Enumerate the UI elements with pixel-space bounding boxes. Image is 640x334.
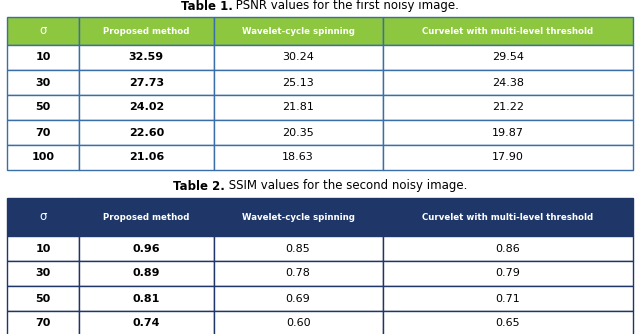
Bar bbox=[79, 120, 214, 145]
Bar bbox=[214, 145, 383, 170]
Text: 21.22: 21.22 bbox=[492, 103, 524, 113]
Bar bbox=[7, 45, 79, 70]
Bar bbox=[214, 95, 383, 120]
Bar bbox=[214, 311, 383, 334]
Text: Proposed method: Proposed method bbox=[103, 212, 189, 221]
Bar bbox=[79, 286, 214, 311]
Bar bbox=[7, 261, 79, 286]
Bar bbox=[214, 70, 383, 95]
Text: 0.86: 0.86 bbox=[495, 243, 520, 254]
Text: 0.81: 0.81 bbox=[132, 294, 160, 304]
Text: 10: 10 bbox=[35, 243, 51, 254]
Bar bbox=[7, 311, 79, 334]
Text: 0.69: 0.69 bbox=[285, 294, 310, 304]
Text: 30.24: 30.24 bbox=[282, 52, 314, 62]
Text: 0.78: 0.78 bbox=[285, 269, 310, 279]
Bar bbox=[79, 236, 214, 261]
Bar bbox=[214, 17, 383, 45]
Bar bbox=[383, 286, 633, 311]
Bar bbox=[79, 198, 214, 236]
Text: 0.85: 0.85 bbox=[285, 243, 310, 254]
Text: 0.74: 0.74 bbox=[132, 319, 160, 329]
Bar bbox=[383, 311, 633, 334]
Bar bbox=[7, 286, 79, 311]
Text: 18.63: 18.63 bbox=[282, 153, 314, 163]
Bar bbox=[214, 261, 383, 286]
Bar bbox=[214, 236, 383, 261]
Bar bbox=[7, 120, 79, 145]
Bar bbox=[79, 70, 214, 95]
Text: 70: 70 bbox=[35, 319, 51, 329]
Bar bbox=[383, 45, 633, 70]
Text: 0.71: 0.71 bbox=[495, 294, 520, 304]
Bar bbox=[383, 95, 633, 120]
Bar bbox=[79, 311, 214, 334]
Text: Wavelet-cycle spinning: Wavelet-cycle spinning bbox=[242, 26, 355, 35]
Text: 21.81: 21.81 bbox=[282, 103, 314, 113]
Bar bbox=[79, 17, 214, 45]
Text: 30: 30 bbox=[35, 269, 51, 279]
Bar bbox=[7, 236, 79, 261]
Text: 0.89: 0.89 bbox=[132, 269, 160, 279]
Text: Curvelet with multi-level threshold: Curvelet with multi-level threshold bbox=[422, 212, 593, 221]
Bar bbox=[383, 120, 633, 145]
Text: 24.38: 24.38 bbox=[492, 77, 524, 88]
Text: 0.79: 0.79 bbox=[495, 269, 520, 279]
Bar bbox=[383, 145, 633, 170]
Text: 32.59: 32.59 bbox=[129, 52, 164, 62]
Text: σ: σ bbox=[39, 210, 47, 223]
Text: 0.60: 0.60 bbox=[286, 319, 310, 329]
Text: 0.96: 0.96 bbox=[132, 243, 160, 254]
Text: 24.02: 24.02 bbox=[129, 103, 164, 113]
Text: 30: 30 bbox=[35, 77, 51, 88]
Text: Proposed method: Proposed method bbox=[103, 26, 189, 35]
Text: 19.87: 19.87 bbox=[492, 128, 524, 138]
Text: 27.73: 27.73 bbox=[129, 77, 164, 88]
Bar bbox=[79, 261, 214, 286]
Bar bbox=[7, 95, 79, 120]
Bar bbox=[383, 261, 633, 286]
Bar bbox=[214, 120, 383, 145]
Text: 50: 50 bbox=[35, 103, 51, 113]
Text: 10: 10 bbox=[35, 52, 51, 62]
Text: SSIM values for the second noisy image.: SSIM values for the second noisy image. bbox=[225, 179, 467, 192]
Bar bbox=[79, 95, 214, 120]
Text: Wavelet-cycle spinning: Wavelet-cycle spinning bbox=[242, 212, 355, 221]
Bar bbox=[7, 17, 79, 45]
Text: 25.13: 25.13 bbox=[282, 77, 314, 88]
Bar bbox=[79, 145, 214, 170]
Text: PSNR values for the first noisy image.: PSNR values for the first noisy image. bbox=[232, 0, 460, 12]
Text: 21.06: 21.06 bbox=[129, 153, 164, 163]
Text: 100: 100 bbox=[31, 153, 54, 163]
Text: 70: 70 bbox=[35, 128, 51, 138]
Bar bbox=[383, 17, 633, 45]
Bar bbox=[7, 198, 79, 236]
Text: Curvelet with multi-level threshold: Curvelet with multi-level threshold bbox=[422, 26, 593, 35]
Bar bbox=[79, 45, 214, 70]
Text: 50: 50 bbox=[35, 294, 51, 304]
Bar bbox=[214, 286, 383, 311]
Text: Table 1.: Table 1. bbox=[180, 0, 232, 12]
Bar bbox=[383, 70, 633, 95]
Text: 17.90: 17.90 bbox=[492, 153, 524, 163]
Bar bbox=[7, 70, 79, 95]
Bar bbox=[383, 236, 633, 261]
Text: 29.54: 29.54 bbox=[492, 52, 524, 62]
Bar bbox=[7, 145, 79, 170]
Text: Table 2.: Table 2. bbox=[173, 179, 225, 192]
Text: σ: σ bbox=[39, 24, 47, 37]
Text: 20.35: 20.35 bbox=[282, 128, 314, 138]
Text: 22.60: 22.60 bbox=[129, 128, 164, 138]
Text: 0.65: 0.65 bbox=[495, 319, 520, 329]
Bar bbox=[214, 198, 383, 236]
Bar bbox=[214, 45, 383, 70]
Bar bbox=[383, 198, 633, 236]
